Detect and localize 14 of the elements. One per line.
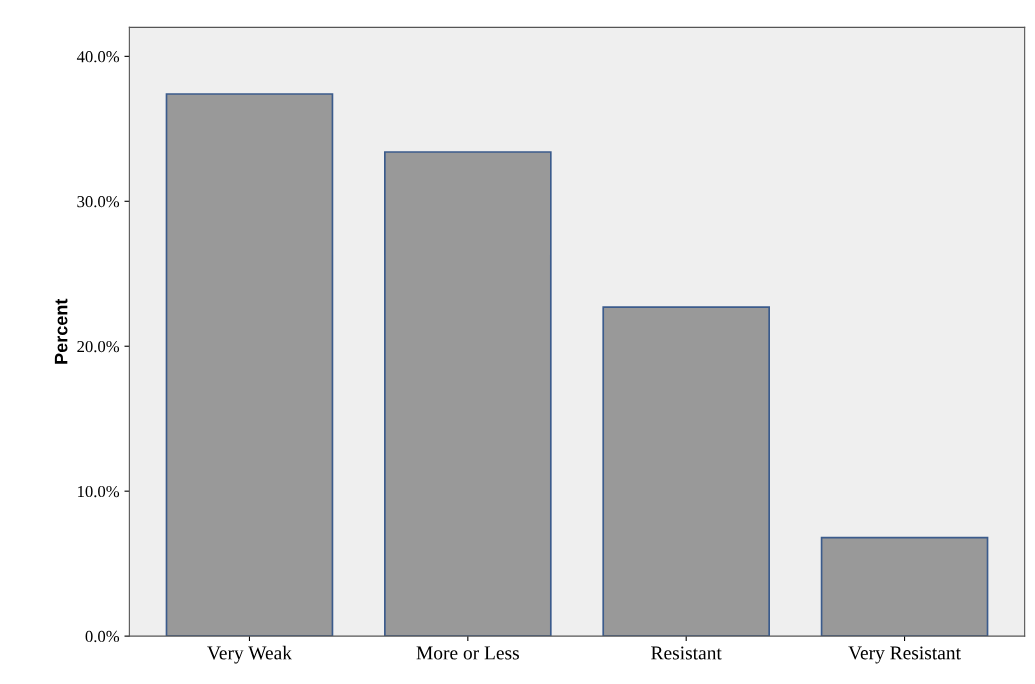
x-tick-label: Resistant — [651, 646, 722, 660]
y-axis-title: Percent — [54, 298, 68, 364]
x-tick-label: Very Weak — [207, 645, 292, 664]
x-tick-label: Very Resistant — [848, 646, 961, 664]
y-tick-label: 40.0% — [76, 51, 120, 63]
bar — [820, 536, 989, 637]
y-tick-label: 30.0% — [77, 195, 120, 208]
y-tick-label: 10.0% — [78, 485, 120, 498]
bar — [384, 151, 552, 637]
bar — [602, 306, 771, 637]
y-tick-label: 0.0% — [85, 630, 120, 643]
y-tick-label: 20.0% — [77, 340, 120, 353]
bar — [165, 93, 334, 637]
x-tick-label: More or Less — [416, 646, 519, 660]
